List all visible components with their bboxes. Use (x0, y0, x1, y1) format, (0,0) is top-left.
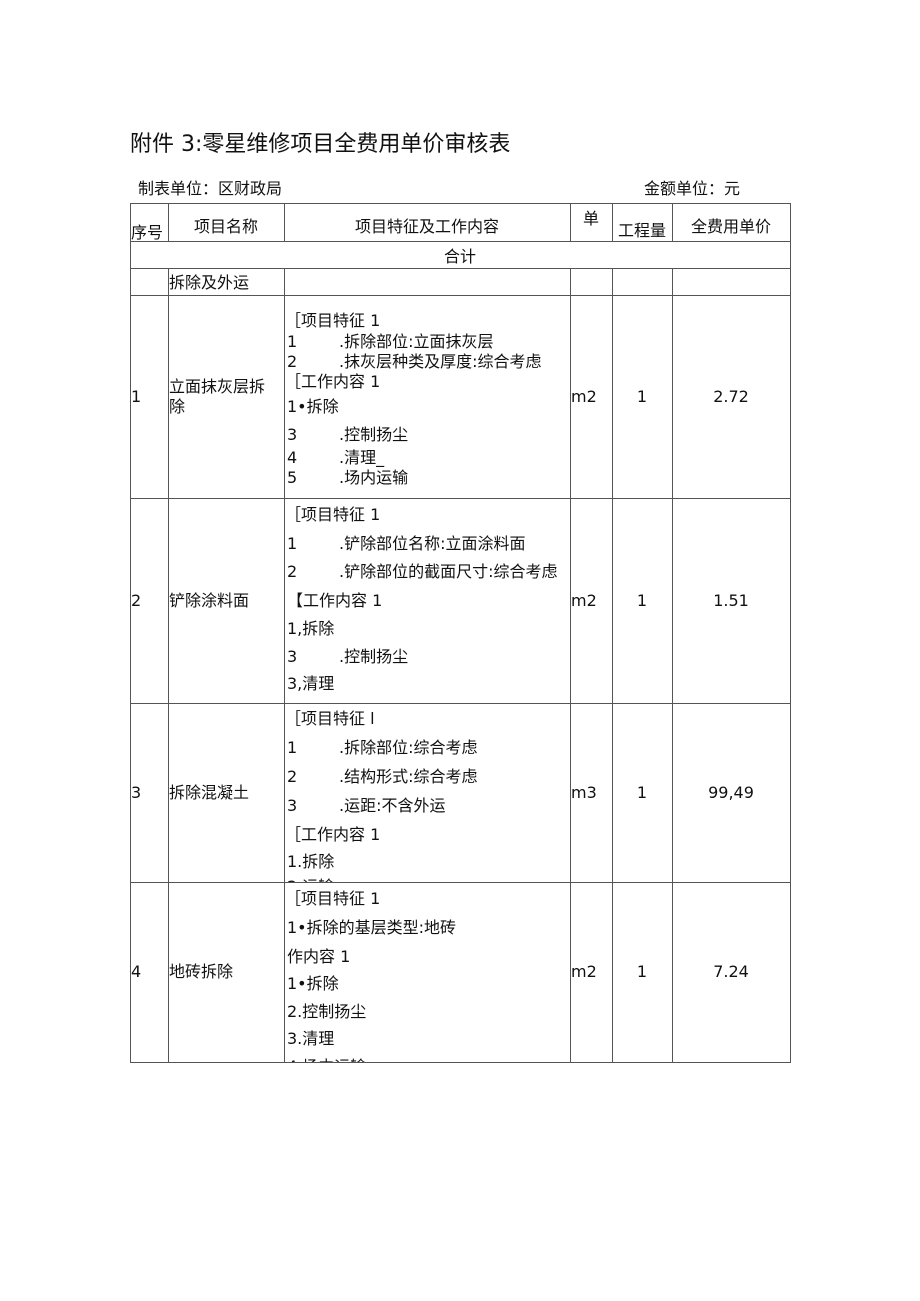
table-row-divider (130, 703, 791, 704)
feature-line-text: .拆除部位:综合考虑 (339, 738, 478, 757)
row-number: 1 (131, 386, 142, 406)
row-number: 3 (131, 782, 142, 802)
table-column-divider (284, 268, 285, 1063)
amount-unit: 金额单位：元 (644, 179, 741, 198)
feature-line-text: ［工作内容 1 (285, 372, 381, 391)
table-row-divider (130, 241, 791, 242)
unit-value: m2 (571, 386, 597, 406)
unit-price-value: 99,49 (708, 782, 754, 802)
feature-line-text: 3,清理 (287, 674, 335, 693)
feature-line-number: 3 (287, 796, 298, 815)
feature-line-text: ［工作内容 1 (285, 825, 381, 844)
feature-line-text: .场内运输 (339, 468, 409, 487)
feature-line-text: 1•拆除 (287, 974, 339, 993)
quantity-value: 1 (636, 386, 648, 406)
table-column-divider (168, 268, 169, 1063)
item-name: 除 (169, 396, 186, 416)
feature-line-text: .运距:不含外运 (339, 796, 446, 815)
feature-line-number: 2 (287, 767, 298, 786)
table-row-divider (130, 498, 791, 499)
features-cell: ［项目特征 1 1 .拆除部位:立面抹灰层 2 .抹灰层种类及厚度:综合考虑 ［工作内容 … (285, 296, 570, 498)
quantity-value: 1 (636, 962, 648, 981)
header-name: 项目名称 (193, 217, 258, 236)
section-label: 拆除及外运 (169, 273, 250, 292)
row-number: 2 (131, 590, 142, 610)
table-column-divider (672, 203, 673, 241)
header-price: 全费用单价 (690, 217, 771, 236)
prepared-by: 制表单位：区财政局 (138, 179, 283, 198)
table-row-divider (130, 1062, 791, 1063)
table-row-divider (130, 203, 791, 204)
feature-line-text: 2.运输 (287, 878, 334, 883)
table-column-divider (612, 203, 613, 241)
table-row-divider (130, 882, 791, 883)
feature-line-text: 1.拆除 (287, 852, 335, 871)
unit-value: m3 (571, 782, 597, 802)
feature-line-number: 2 (287, 352, 298, 371)
quantity-value: 1 (636, 590, 648, 610)
table-row-divider (130, 268, 791, 269)
feature-line-number: 1 (287, 534, 298, 553)
feature-line-text: ［项目特征 1 (285, 505, 381, 524)
feature-line-number: 3 (287, 647, 298, 666)
table-column-divider (570, 268, 571, 1063)
table-column-divider (612, 268, 613, 1063)
features-cell: ［项目特征 1 1 .铲除部位名称:立面涂料面 2 .铲除部位的截面尺寸:综合考虑【工作… (285, 499, 570, 703)
feature-line-text: .铲除部位名称:立面涂料面 (339, 534, 526, 553)
header-features: 项目特征及工作内容 (354, 217, 499, 236)
page-title: 附件 3:零星维修项目全费用单价审核表 (130, 132, 511, 157)
header-no: 序号 (131, 223, 164, 242)
feature-line-number: 5 (287, 468, 298, 487)
feature-line-number: 3 (287, 425, 298, 444)
feature-line-text: .控制扬尘 (339, 647, 409, 666)
table-column-divider (570, 203, 571, 241)
row-number: 4 (131, 962, 142, 981)
item-name: 地砖拆除 (169, 962, 234, 981)
unit-price-value: 2.72 (713, 386, 749, 406)
feature-line-text: 3.清理 (287, 1029, 335, 1048)
feature-line-text: 4.场内运输 (287, 1058, 366, 1063)
feature-line-number: 2 (287, 562, 298, 581)
item-name: 拆除混凝土 (169, 782, 250, 802)
total-label: 合计 (443, 247, 476, 266)
feature-line-text: .铲除部位的截面尺寸:综合考虑 (339, 562, 558, 581)
quantity-value: 1 (636, 782, 648, 802)
item-name: 铲除涂料面 (169, 590, 250, 610)
feature-line-text: .拆除部位:立面抹灰层 (339, 332, 494, 351)
feature-line-text: 【工作内容 1 (287, 591, 383, 610)
unit-price-value: 1.51 (713, 590, 749, 610)
features-cell: ［项目特征 l 1 .拆除部位:综合考虑 2 .结构形式:综合考虑 3 .运距:不含外运 ［工… (285, 704, 570, 883)
feature-line-text: ［项目特征 1 (285, 311, 381, 330)
feature-line-text: 2.控制扬尘 (287, 1002, 367, 1021)
feature-line-text: 作内容 1 (287, 947, 351, 966)
feature-line-text: .抹灰层种类及厚度:综合考虑 (339, 352, 542, 371)
feature-line-text: 1,拆除 (287, 619, 335, 638)
feature-line-text: 1•拆除的基层类型:地砖 (287, 918, 457, 937)
unit-value: m2 (571, 962, 597, 981)
item-name: 立面抹灰层拆 (169, 376, 266, 396)
table-row-divider (130, 295, 791, 296)
features-cell: ［项目特征 1 1•拆除的基层类型:地砖 作内容 1 1•拆除 2.控制扬尘 3.清理 4… (285, 883, 570, 1063)
table-column-divider (790, 203, 791, 1063)
feature-line-number: 4 (287, 448, 298, 467)
table-column-divider (284, 203, 285, 241)
feature-line-text: ［项目特征 1 (285, 889, 381, 908)
header-qty: 工程量 (617, 221, 666, 240)
table-column-divider (672, 268, 673, 1063)
table-column-divider (130, 203, 131, 1063)
feature-line-text: .控制扬尘 (339, 425, 409, 444)
feature-line-text: 1•拆除 (287, 397, 339, 416)
unit-price-value: 7.24 (713, 962, 749, 981)
table-column-divider (168, 203, 169, 241)
feature-line-text: ［项目特征 l (285, 709, 375, 728)
feature-line-number: 1 (287, 332, 298, 351)
header-unit: 单 (582, 209, 599, 228)
feature-line-text: .清理_ (339, 448, 385, 467)
feature-line-text: .结构形式:综合考虑 (339, 767, 478, 786)
feature-line-number: 1 (287, 738, 298, 757)
unit-value: m2 (571, 590, 597, 610)
